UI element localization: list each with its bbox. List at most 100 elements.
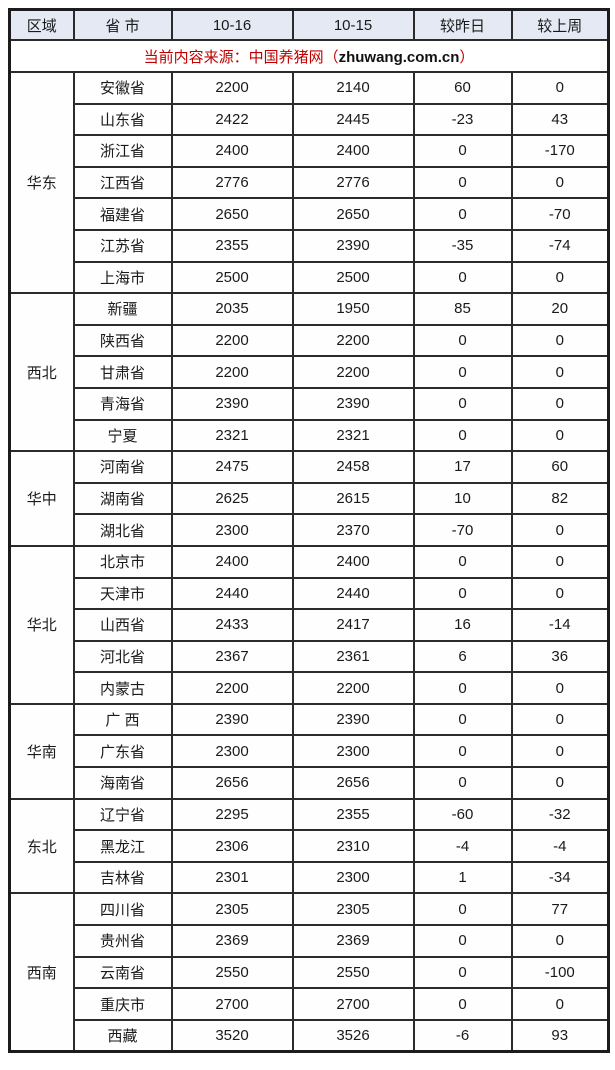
price-1016-cell: 3520 (170, 1018, 294, 1053)
province-cell: 云南省 (72, 955, 173, 990)
table-row: 云南省 2550 2550 0 -100 (10, 955, 610, 990)
price-1015-cell: 2417 (291, 608, 415, 642)
change-vs-yesterday-cell: -35 (412, 228, 513, 263)
change-vs-last-week-cell: 0 (510, 702, 610, 737)
change-vs-last-week-cell: 77 (510, 892, 610, 927)
price-1015-cell: 2400 (291, 544, 415, 579)
change-vs-yesterday-cell: 0 (412, 134, 513, 168)
price-1015-cell: 2310 (291, 829, 415, 863)
price-1015-cell: 2500 (291, 260, 415, 295)
table-row: 贵州省 2369 2369 0 0 (10, 924, 610, 958)
change-vs-last-week-cell: 93 (510, 1018, 610, 1053)
change-vs-last-week-cell: 0 (510, 576, 610, 611)
price-1015-cell: 2550 (291, 955, 415, 990)
table-row: 江西省 2776 2776 0 0 (10, 165, 610, 200)
change-vs-yesterday-cell: 0 (412, 955, 513, 990)
change-vs-yesterday-cell: 0 (412, 702, 513, 737)
price-1015-cell: 2200 (291, 355, 415, 389)
change-vs-yesterday-cell: -6 (412, 1018, 513, 1053)
table-row: 华南广 西 2390 2390 0 0 (8, 702, 610, 800)
price-1016-cell: 2300 (170, 734, 294, 769)
change-vs-last-week-cell: -34 (510, 860, 610, 895)
province-cell: 陕西省 (72, 323, 173, 358)
price-1016-cell: 2650 (170, 197, 294, 231)
region-cell: 华南 (8, 702, 75, 800)
price-1016-cell: 2305 (170, 892, 294, 927)
price-1016-cell: 2355 (170, 228, 294, 263)
change-vs-last-week-cell: 0 (510, 924, 610, 958)
price-1016-cell: 2400 (170, 134, 294, 168)
price-1016-cell: 2306 (170, 829, 294, 863)
province-cell: 江苏省 (72, 228, 173, 263)
price-1016-cell: 2295 (170, 797, 294, 832)
price-1016-cell: 2035 (170, 292, 294, 326)
change-vs-yesterday-cell: 0 (412, 734, 513, 769)
source-note-suffix: ） (459, 48, 475, 66)
change-vs-yesterday-cell: 0 (412, 544, 513, 579)
change-vs-last-week-cell: 0 (510, 734, 610, 769)
change-vs-last-week-cell: -4 (510, 829, 610, 863)
province-cell: 广 西 (72, 702, 173, 737)
header-row: 区域 省 市 10-16 10-15 较昨日 较上周 (8, 8, 610, 41)
province-cell: 福建省 (72, 197, 173, 231)
price-1016-cell: 2656 (170, 766, 294, 800)
price-1016-cell: 2301 (170, 860, 294, 895)
table-row: 黑龙江 2306 2310 -4 -4 (10, 829, 610, 863)
price-1015-cell: 2400 (291, 134, 415, 168)
column-header-vs-last-week: 较上周 (510, 8, 610, 41)
change-vs-yesterday-cell: 0 (412, 323, 513, 358)
table-body: 华东 安徽省 2200 2140 60 0 山东省 2422 2445 -23 43 浙江省 2400 2… (8, 70, 610, 1053)
price-1015-cell: 2650 (291, 197, 415, 231)
change-vs-last-week-cell: 0 (510, 386, 610, 421)
table-row: 华中 河南省 2475 2458 17 60 (8, 450, 610, 547)
table-row: 西藏 3520 3526 -6 93 (10, 1018, 610, 1053)
province-cell: 山西省 (72, 608, 173, 642)
change-vs-yesterday-cell: 0 (412, 987, 513, 1021)
change-vs-yesterday-cell: 17 (412, 450, 513, 484)
price-1015-cell: 2390 (291, 228, 415, 263)
change-vs-yesterday-cell: 0 (412, 766, 513, 800)
province-cell: 贵州省 (72, 924, 173, 958)
price-1016-cell: 2200 (170, 71, 294, 105)
price-1015-cell: 2390 (291, 386, 415, 421)
price-1015-cell: 2300 (291, 860, 415, 895)
column-header-date-1015: 10-15 (291, 8, 415, 41)
change-vs-last-week-cell: 43 (510, 102, 610, 137)
change-vs-yesterday-cell: 0 (412, 386, 513, 421)
table-row: 山东省 2422 2445 -23 43 (10, 102, 610, 137)
table-row: 甘肃省 2200 2200 0 0 (10, 355, 610, 389)
change-vs-yesterday-cell: 6 (412, 639, 513, 674)
change-vs-yesterday-cell: 0 (412, 418, 513, 453)
change-vs-last-week-cell: 82 (510, 481, 610, 516)
change-vs-yesterday-cell: 0 (412, 576, 513, 611)
source-note: 当前内容来源：中国养猪网（zhuwang.com.cn） (8, 39, 610, 73)
table-row: 内蒙古 2200 2200 0 0 (10, 671, 610, 705)
change-vs-last-week-cell: 0 (510, 418, 610, 453)
province-cell: 吉林省 (72, 860, 173, 895)
province-cell: 浙江省 (72, 134, 173, 168)
change-vs-yesterday-cell: -4 (412, 829, 513, 863)
change-vs-last-week-cell: 0 (510, 766, 610, 800)
table-row: 宁夏 2321 2321 0 0 (10, 418, 610, 453)
change-vs-last-week-cell: -170 (510, 134, 610, 168)
table-row: 江苏省 2355 2390 -35 -74 (10, 228, 610, 263)
price-1015-cell: 2305 (291, 892, 415, 927)
region-cell: 西北 (8, 292, 75, 453)
change-vs-last-week-cell: 0 (510, 323, 610, 358)
table-row: 青海省 2390 2390 0 0 (10, 386, 610, 421)
table-header: 区域 省 市 10-16 10-15 较昨日 较上周 (8, 8, 610, 41)
province-cell: 甘肃省 (72, 355, 173, 389)
price-1015-cell: 2200 (291, 671, 415, 705)
change-vs-yesterday-cell: 1 (412, 860, 513, 895)
price-1016-cell: 2321 (170, 418, 294, 453)
table-row: 上海市 2500 2500 0 0 (10, 260, 610, 295)
province-cell: 北京市 (72, 544, 173, 579)
region-cell: 华北 (8, 544, 75, 705)
province-cell: 四川省 (72, 892, 173, 927)
column-header-region: 区域 (8, 8, 75, 41)
price-1015-cell: 2458 (291, 450, 415, 484)
price-1015-cell: 2390 (291, 702, 415, 737)
change-vs-last-week-cell: 0 (510, 260, 610, 295)
change-vs-yesterday-cell: -70 (412, 513, 513, 547)
pig-price-table: 区域 省 市 10-16 10-15 较昨日 较上周 当前内容来源：中国养猪网（… (8, 8, 610, 1054)
